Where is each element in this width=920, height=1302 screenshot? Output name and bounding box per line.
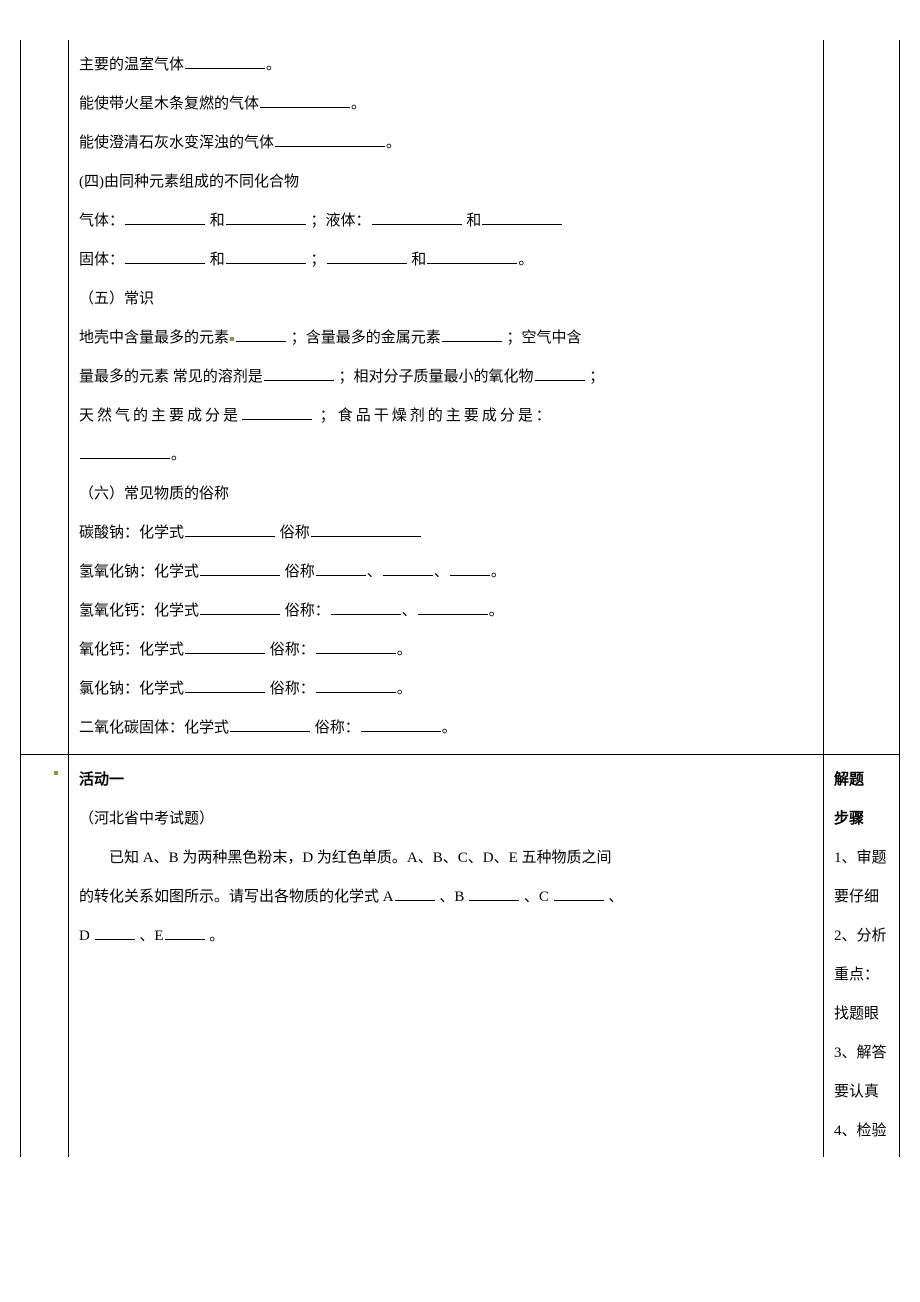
question-line: 的转化关系如图所示。请写出各物质的化学式 A 、B 、C 、 <box>77 878 815 917</box>
step-line: 要仔细 <box>832 878 891 917</box>
fill-line: 固体： 和 ； 和。 <box>77 241 815 280</box>
worksheet-page: 主要的温室气体。 能使带火星木条复燃的气体。 能使澄清石灰水变浑浊的气体。 (四… <box>20 40 900 1157</box>
right-cell <box>824 40 900 755</box>
step-line: 找题眼 <box>832 995 891 1034</box>
fill-line: 主要的温室气体。 <box>77 46 815 85</box>
table-row: 活动一 （河北省中考试题） 已知 A、B 为两种黑色粉末，D 为红色单质。A、B… <box>21 755 900 1158</box>
content-cell: 主要的温室气体。 能使带火星木条复燃的气体。 能使澄清石灰水变浑浊的气体。 (四… <box>69 40 824 755</box>
question-line: D 、E 。 <box>77 917 815 956</box>
step-line: 要认真 <box>832 1073 891 1112</box>
marker-icon <box>54 771 58 775</box>
fill-line: 氯化钠：化学式 俗称：。 <box>77 670 815 709</box>
section-heading: (四)由同种元素组成的不同化合物 <box>77 163 815 202</box>
left-cell <box>21 755 69 1158</box>
steps-heading: 步骤 <box>832 800 891 839</box>
source-line: （河北省中考试题） <box>77 800 815 839</box>
activity-cell: 活动一 （河北省中考试题） 已知 A、B 为两种黑色粉末，D 为红色单质。A、B… <box>69 755 824 1158</box>
left-cell <box>21 40 69 755</box>
step-line: 1、审题 <box>832 839 891 878</box>
fill-line: 量最多的元素 常见的溶剂是 ；相对分子质量最小的氧化物 ； <box>77 358 815 397</box>
fill-line: 能使带火星木条复燃的气体。 <box>77 85 815 124</box>
steps-heading: 解题 <box>832 761 891 800</box>
fill-line: 氢氧化钙：化学式 俗称：、。 <box>77 592 815 631</box>
step-line: 重点： <box>832 956 891 995</box>
fill-line: 能使澄清石灰水变浑浊的气体。 <box>77 124 815 163</box>
section-heading: （六）常见物质的俗称 <box>77 475 815 514</box>
step-line: 3、解答 <box>832 1034 891 1073</box>
steps-cell: 解题 步骤 1、审题 要仔细 2、分析 重点： 找题眼 3、解答 要认真 4、检… <box>824 755 900 1158</box>
fill-line: 二氧化碳固体：化学式 俗称：。 <box>77 709 815 748</box>
fill-line: 气体： 和 ；液体： 和 <box>77 202 815 241</box>
marker-icon <box>230 337 234 341</box>
step-line: 2、分析 <box>832 917 891 956</box>
main-table: 主要的温室气体。 能使带火星木条复燃的气体。 能使澄清石灰水变浑浊的气体。 (四… <box>20 40 900 1157</box>
fill-line: 氧化钙：化学式 俗称：。 <box>77 631 815 670</box>
fill-line: 。 <box>77 436 815 475</box>
section-heading: （五）常识 <box>77 280 815 319</box>
step-line: 4、检验 <box>832 1112 891 1151</box>
question-line: 已知 A、B 为两种黑色粉末，D 为红色单质。A、B、C、D、E 五种物质之间 <box>77 839 815 878</box>
fill-line: 碳酸钠：化学式 俗称 <box>77 514 815 553</box>
activity-heading: 活动一 <box>77 761 815 800</box>
fill-line: 氢氧化钠：化学式 俗称、、。 <box>77 553 815 592</box>
fill-line: 天然气的主要成分是 ；食品干燥剂的主要成分是： <box>77 397 815 436</box>
fill-line: 地壳中含量最多的元素 ；含量最多的金属元素 ；空气中含 <box>77 319 815 358</box>
table-row: 主要的温室气体。 能使带火星木条复燃的气体。 能使澄清石灰水变浑浊的气体。 (四… <box>21 40 900 755</box>
